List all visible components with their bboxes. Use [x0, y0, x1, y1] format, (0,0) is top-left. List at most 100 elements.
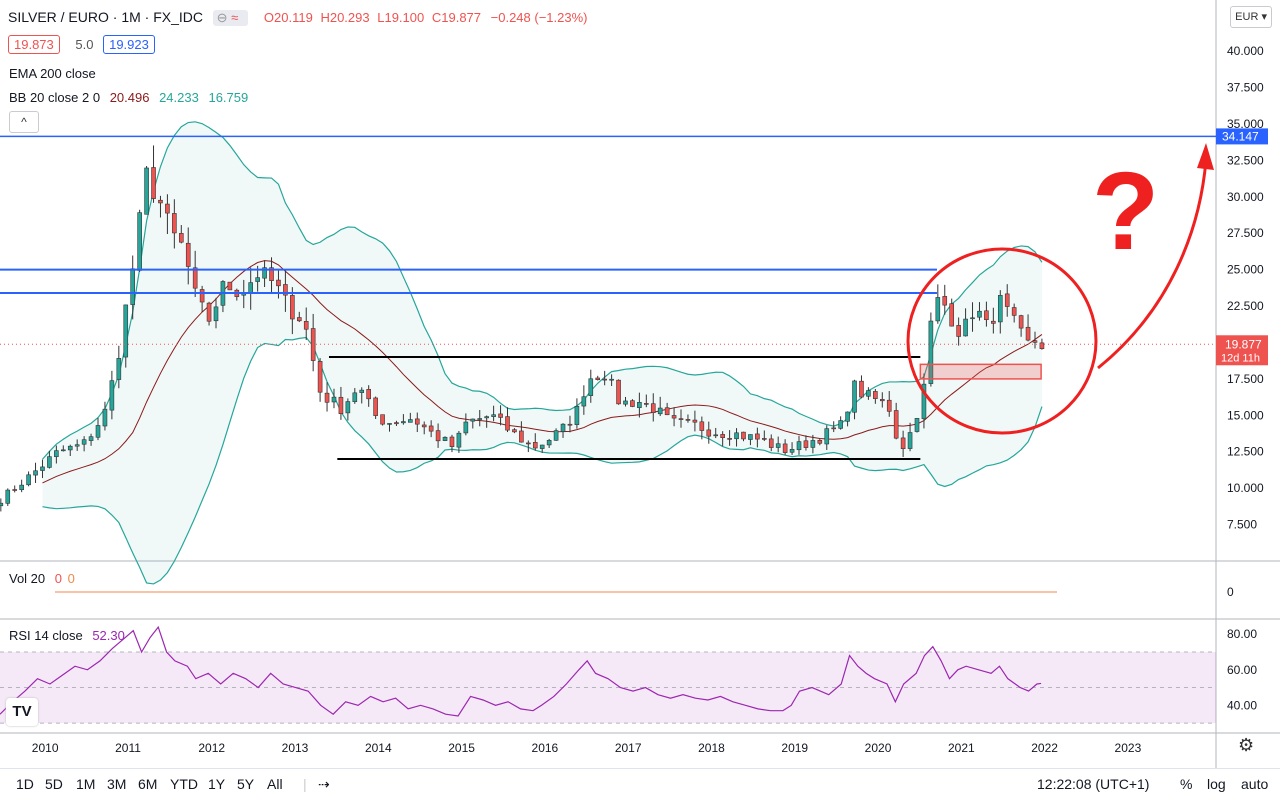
candle-body: [262, 267, 267, 279]
ema-label: EMA 200 close: [9, 66, 96, 81]
candle-body: [95, 425, 101, 438]
candle-body: [984, 310, 989, 321]
candle-body: [192, 267, 198, 289]
candle-body: [803, 440, 809, 448]
candle-body: [109, 380, 115, 411]
candle-body: [560, 423, 566, 432]
candle-body: [401, 421, 406, 424]
candle-body: [414, 418, 420, 425]
range-1m[interactable]: 1M: [76, 776, 96, 792]
candle-body: [54, 450, 59, 457]
range-1d[interactable]: 1D: [16, 776, 34, 792]
range-5d[interactable]: 5D: [45, 776, 63, 792]
tradingview-logo[interactable]: TV: [6, 698, 38, 726]
ask-price[interactable]: 19.923: [103, 35, 155, 54]
bottom-toolbar: 1D 5D 1M 3M 6M YTD 1Y 5Y All | ⇢ 12:22:0…: [0, 768, 1280, 801]
candle-body: [644, 403, 649, 405]
range-1y[interactable]: 1Y: [208, 776, 226, 792]
candle-body: [845, 411, 850, 422]
ohlc-low: L19.100: [377, 10, 425, 25]
candle-body: [970, 317, 975, 320]
candle-body: [428, 425, 434, 432]
candle-body: [227, 281, 233, 291]
auto-toggle[interactable]: auto: [1241, 776, 1269, 792]
candle-body: [637, 402, 642, 408]
candle-body: [782, 443, 788, 453]
candle-body: [1018, 315, 1024, 329]
clock-time[interactable]: 12:22:08 (UTC+1): [1037, 776, 1150, 792]
candle-body: [172, 213, 177, 234]
candle-body: [942, 296, 948, 306]
bb-upper-value: 24.233: [159, 90, 199, 105]
candle-body: [380, 414, 385, 425]
candle-body: [1011, 307, 1017, 316]
candle-body: [359, 389, 365, 393]
candle-body: [713, 434, 719, 437]
currency-select[interactable]: EUR ▾: [1230, 6, 1272, 28]
candle-body: [671, 415, 677, 419]
candle-body: [720, 434, 725, 438]
time-tick-label: 2018: [698, 741, 725, 755]
candle-body: [470, 418, 476, 422]
candle-body: [310, 328, 316, 361]
candle-body: [526, 442, 531, 445]
resistance-price-label: 34.147: [1222, 129, 1259, 143]
candle-body: [1039, 342, 1045, 349]
candle-body: [165, 203, 170, 214]
candle-body: [963, 318, 968, 337]
gear-icon[interactable]: ⚙: [1238, 735, 1255, 755]
candle-body: [734, 432, 739, 440]
candle-body: [296, 317, 302, 322]
candle-body: [67, 445, 73, 451]
time-tick-label: 2017: [615, 741, 642, 755]
range-3m[interactable]: 3M: [107, 776, 127, 792]
candle-body: [928, 320, 934, 384]
candle-body: [699, 421, 705, 431]
candle-body: [408, 419, 413, 423]
candle-body: [775, 443, 781, 448]
time-tick-label: 2014: [365, 741, 392, 755]
candle-body: [116, 358, 122, 380]
chevron-down-icon: ▾: [1261, 11, 1267, 23]
candle-body: [553, 430, 559, 441]
bb-lower-value: 16.759: [208, 90, 249, 105]
candle-body: [477, 418, 483, 420]
symbol-title: SILVER / EURO · 1M · FX_IDC: [8, 9, 203, 25]
bid-price[interactable]: 19.873: [8, 35, 60, 54]
log-toggle[interactable]: log: [1207, 776, 1226, 792]
collapse-legend-button[interactable]: ^: [9, 111, 39, 133]
indicator-toggle[interactable]: ⊖ ≈: [212, 10, 249, 26]
candle-body: [539, 444, 545, 449]
candle-body: [324, 392, 330, 403]
range-ytd[interactable]: YTD: [170, 776, 198, 792]
volume-value-1: 0: [54, 571, 63, 586]
candle-body: [595, 377, 601, 380]
ohlc-change: −0.248 (−1.23%): [490, 10, 588, 25]
candle-body: [5, 489, 11, 504]
volume-legend: Vol 20 0 0: [9, 571, 81, 586]
price-chart[interactable]: 7.50010.00012.50015.00017.50020.00022.50…: [0, 0, 1280, 768]
candle-body: [47, 456, 52, 468]
price-tick-label: 15.000: [1227, 408, 1264, 422]
candle-body: [345, 401, 351, 414]
candle-body: [276, 279, 281, 287]
candle-body: [26, 474, 31, 486]
candle-body: [19, 484, 24, 491]
date-range-icon[interactable]: ⇢: [318, 776, 330, 792]
candle-body: [859, 380, 864, 398]
rsi-tick-label: 40.00: [1227, 698, 1257, 712]
ohlc-open: O20.119: [263, 10, 313, 25]
range-6m[interactable]: 6M: [138, 776, 158, 792]
ohlc-high: H20.293: [320, 10, 370, 25]
range-5y[interactable]: 5Y: [237, 776, 255, 792]
candle-body: [463, 421, 469, 434]
candle-body: [33, 470, 38, 476]
candle-body: [185, 242, 191, 267]
range-all[interactable]: All: [267, 776, 283, 792]
candle-body: [352, 392, 358, 403]
rsi-tick-label: 60.00: [1227, 663, 1257, 677]
candle-body: [338, 396, 344, 414]
time-tick-label: 2021: [948, 741, 975, 755]
percent-toggle[interactable]: %: [1180, 776, 1193, 792]
price-tick-label: 25.000: [1227, 263, 1264, 277]
